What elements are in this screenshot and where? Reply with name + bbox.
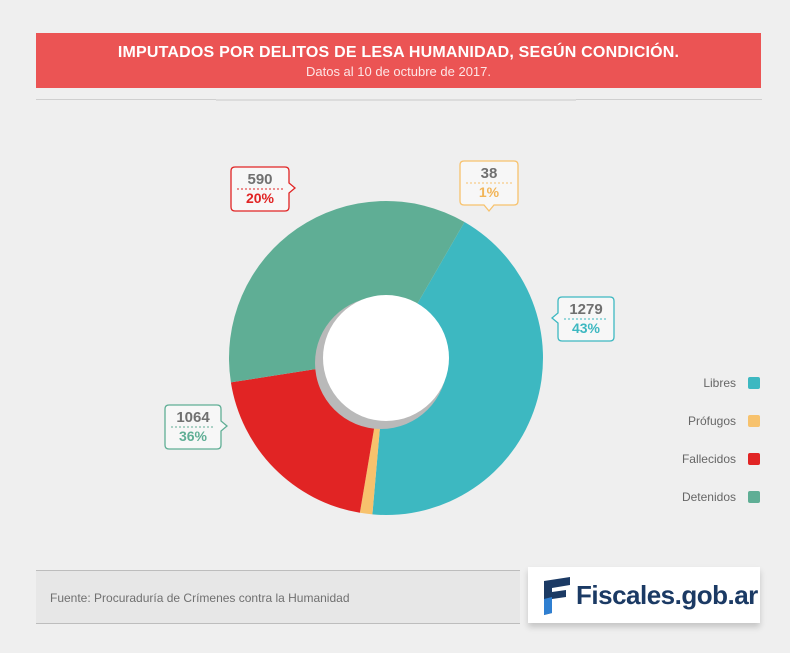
callout-value-detenidos: 1064 [176, 409, 210, 426]
legend-swatch-profugos [748, 414, 760, 427]
callout-value-fallecidos: 590 [247, 171, 272, 188]
header-divider [36, 99, 762, 101]
callout-percent-libres: 43% [572, 320, 601, 336]
legend-item-detenidos: Detenidos [600, 486, 760, 507]
callout-detenidos: 1064 36% [164, 404, 229, 450]
legend-label-libres: Libres [703, 375, 736, 390]
callout-percent-fallecidos: 20% [246, 190, 275, 206]
donut-hole [323, 295, 449, 421]
legend-label-fallecidos: Fallecidos [681, 451, 736, 466]
legend-label-profugos: Prófugos [687, 413, 736, 428]
donut-slice-libres [372, 222, 543, 516]
legend-swatch-fallecidos [748, 452, 760, 465]
callout-percent-profugos: 1% [479, 184, 500, 200]
fiscales-logo[interactable]: Fiscales.gob.ar [528, 567, 760, 623]
source-box: Fuente: Procuraduría de Crímenes contra … [36, 570, 520, 624]
logo-text: Fiscales.gob.ar [576, 580, 758, 610]
chart-title: IMPUTADOS POR DELITOS DE LESA HUMANIDAD,… [117, 44, 680, 61]
legend-item-fallecidos: Fallecidos [600, 448, 760, 469]
legend-item-libres: Libres [600, 372, 760, 393]
callout-value-profugos: 38 [481, 165, 498, 182]
chart-subtitle: Datos al 10 de octubre de 2017. [305, 64, 492, 79]
legend-label-detenidos: Detenidos [681, 489, 736, 504]
legend: Libres Prófugos Fallecidos Detenidos [600, 372, 760, 524]
chart-header: IMPUTADOS POR DELITOS DE LESA HUMANIDAD,… [36, 33, 761, 88]
callout-value-libres: 1279 [569, 301, 602, 318]
callout-libres: 1279 43% [550, 296, 615, 342]
legend-swatch-detenidos [748, 490, 760, 503]
source-text: Fuente: Procuraduría de Crímenes contra … [50, 591, 350, 605]
legend-swatch-libres [748, 376, 760, 389]
callout-profugos: 381% [459, 160, 519, 213]
donut-slice-detenidos [229, 201, 465, 383]
callout-percent-detenidos: 36% [179, 428, 208, 444]
legend-item-profugos: Prófugos [600, 410, 760, 431]
flag-icon [544, 577, 570, 615]
